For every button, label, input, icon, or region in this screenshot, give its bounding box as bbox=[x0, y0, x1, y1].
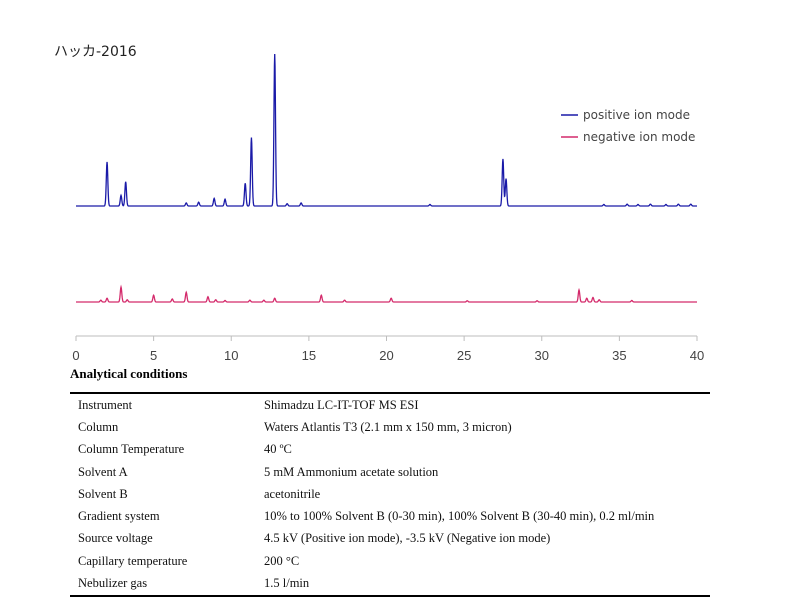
table-row: Column Waters Atlantis T3 (2.1 mm x 150 m… bbox=[70, 416, 710, 438]
x-tick-label: 25 bbox=[457, 348, 471, 363]
condition-label: Solvent B bbox=[78, 486, 128, 501]
series-line-positive bbox=[76, 53, 697, 207]
legend: positive ion mode negative ion mode bbox=[561, 108, 695, 144]
table-row: Solvent A 5 mM Ammonium acetate solution bbox=[70, 461, 710, 483]
condition-label: Solvent A bbox=[78, 464, 128, 479]
condition-label: Column Temperature bbox=[78, 442, 185, 457]
condition-value: acetonitrile bbox=[264, 486, 321, 501]
x-axis: 0 5 10 15 20 25 30 35 40 bbox=[72, 335, 704, 363]
conditions-table: Instrument Shimadzu LC-IT-TOF MS ESI Colum… bbox=[70, 392, 710, 597]
table-row: Capillary temperature 200 °C bbox=[70, 550, 710, 572]
table-row: Nebulizer gas 1.5 l/min bbox=[70, 572, 710, 595]
condition-value: 200 °C bbox=[264, 553, 300, 568]
legend-label: positive ion mode bbox=[583, 108, 690, 122]
condition-value: 5 mM Ammonium acetate solution bbox=[264, 464, 439, 479]
x-tick-label: 10 bbox=[224, 348, 238, 363]
table-row: Column Temperature 40 ºC bbox=[70, 439, 710, 461]
condition-label: Column bbox=[78, 419, 119, 434]
condition-label: Instrument bbox=[78, 397, 133, 412]
condition-value: Waters Atlantis T3 (2.1 mm x 150 mm, 3 m… bbox=[264, 419, 512, 434]
table-row: Instrument Shimadzu LC-IT-TOF MS ESI bbox=[70, 393, 710, 416]
chart-title: ハッカ-2016 bbox=[54, 44, 137, 60]
x-tick-label: 30 bbox=[535, 348, 549, 363]
condition-value: 1.5 l/min bbox=[264, 576, 310, 591]
condition-label: Source voltage bbox=[78, 531, 153, 546]
condition-value: Shimadzu LC-IT-TOF MS ESI bbox=[264, 397, 419, 412]
table-row: Source voltage 4.5 kV (Positive ion mode)… bbox=[70, 528, 710, 550]
condition-label: Nebulizer gas bbox=[78, 576, 148, 591]
x-tick-label: 5 bbox=[150, 348, 157, 363]
condition-value: 10% to 100% Solvent B (0-30 min), 100% S… bbox=[264, 509, 655, 524]
table-row: Gradient system 10% to 100% Solvent B (0-… bbox=[70, 505, 710, 527]
condition-label: Capillary temperature bbox=[78, 553, 188, 568]
condition-value: 4.5 kV (Positive ion mode), -3.5 kV (Neg… bbox=[264, 531, 551, 546]
conditions-heading: Analytical conditions bbox=[70, 366, 188, 381]
x-tick-label: 35 bbox=[612, 348, 626, 363]
table-row: Solvent B acetonitrile bbox=[70, 483, 710, 505]
condition-label: Gradient system bbox=[78, 509, 160, 524]
x-tick-label: 40 bbox=[690, 348, 704, 363]
chromatogram-chart: 0 5 10 15 20 25 30 35 40 positive ion mode negati… bbox=[72, 53, 704, 363]
chromatogram-traces bbox=[76, 53, 697, 303]
legend-label: negative ion mode bbox=[583, 130, 695, 144]
series-line-negative bbox=[76, 284, 697, 303]
x-tick-label: 15 bbox=[302, 348, 316, 363]
x-tick-label: 0 bbox=[72, 348, 79, 363]
condition-value: 40 ºC bbox=[264, 442, 292, 457]
x-tick-label: 20 bbox=[379, 348, 393, 363]
